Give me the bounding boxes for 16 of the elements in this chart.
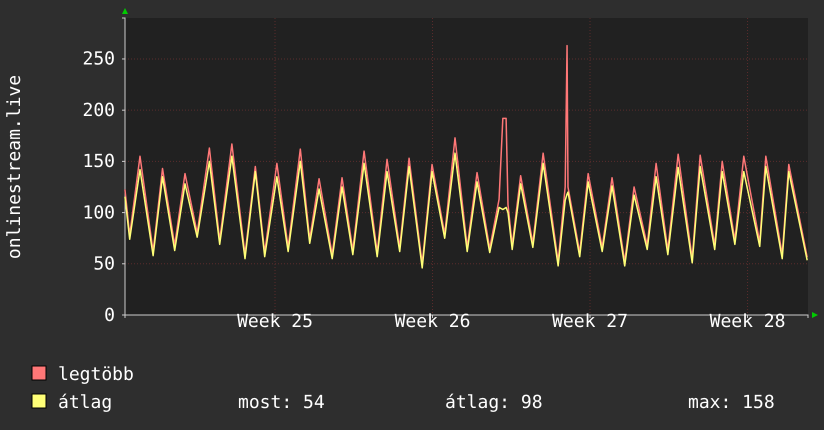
- text: átlag: 98: [445, 392, 543, 413]
- y-tick-label: 250: [82, 48, 115, 70]
- x-tick-label: Week 26: [394, 311, 470, 332]
- text: max: 158: [688, 392, 775, 413]
- legend-label: legtöbb: [58, 364, 134, 385]
- y-tick-label: 50: [93, 254, 115, 275]
- text: most: 54: [238, 392, 325, 413]
- y-tick-label: 150: [82, 151, 115, 172]
- x-tick-label: Week 28: [710, 311, 786, 332]
- y-tick-label: 100: [82, 202, 115, 224]
- y-tick-label: 200: [82, 100, 115, 121]
- x-tick-label: Week 27: [552, 311, 628, 332]
- y-tick-label: 0: [104, 304, 115, 326]
- x-tick-label: Week 25: [237, 311, 313, 332]
- legend-label: átlag: [58, 392, 112, 413]
- y-axis-title: onlinestream.live: [4, 74, 25, 260]
